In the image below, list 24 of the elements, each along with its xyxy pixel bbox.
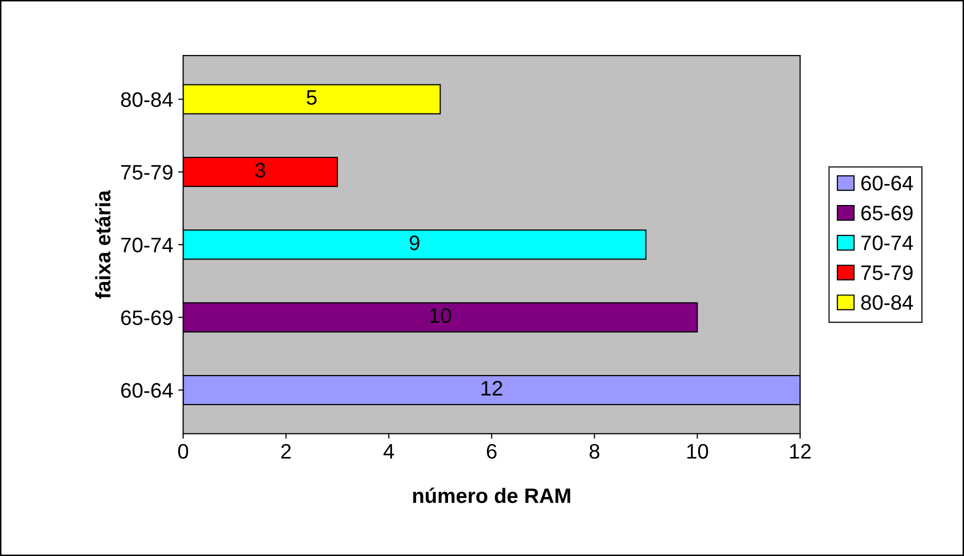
x-tick-label: 0 <box>178 444 188 459</box>
y-tick-label: 65-69 <box>121 310 172 326</box>
legend-label: 60-64 <box>861 176 913 191</box>
legend-label: 75-79 <box>861 265 913 280</box>
x-tick-label: 8 <box>590 444 600 459</box>
x-tick-label: 2 <box>281 444 291 458</box>
x-tick-label: 10 <box>687 444 708 459</box>
data-label: 3 <box>255 162 266 178</box>
legend-label: 80-84 <box>861 295 913 310</box>
x-tick-label: 6 <box>486 444 497 459</box>
data-label: 5 <box>306 90 317 105</box>
legend-label: 65-69 <box>861 206 913 220</box>
x-tick-label: 12 <box>790 444 811 458</box>
legend-label: 70-74 <box>861 235 913 250</box>
y-tick-label: 60-64 <box>121 383 173 398</box>
y-axis-title: faixa etária <box>95 190 110 299</box>
data-label: 9 <box>410 235 420 250</box>
y-tick-label: 70-74 <box>121 238 173 252</box>
data-label: 10 <box>430 308 451 323</box>
x-tick-label: 4 <box>384 444 394 458</box>
x-axis-title: número de RAM <box>413 488 570 504</box>
y-tick-label: 75-79 <box>121 164 172 180</box>
y-tick-label: 80-84 <box>121 92 173 107</box>
data-label: 12 <box>482 380 502 396</box>
